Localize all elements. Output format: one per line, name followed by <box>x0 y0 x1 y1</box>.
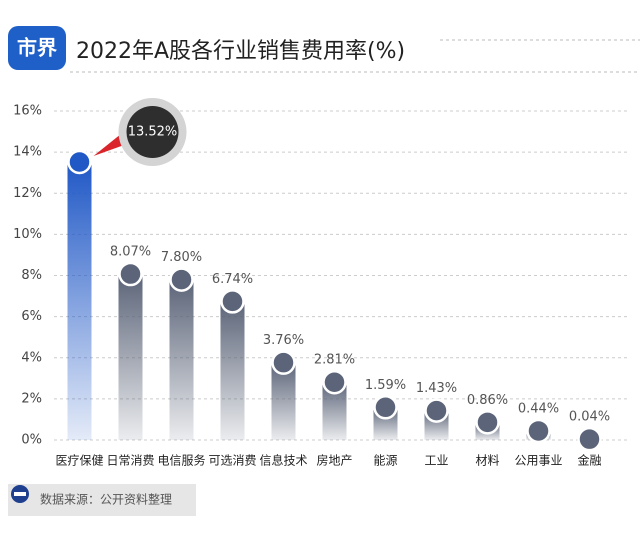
value-label: 0.44% <box>518 401 559 416</box>
y-tick-label: 4% <box>21 350 42 365</box>
callout-bubble <box>126 105 179 158</box>
value-label: 7.80% <box>161 250 202 265</box>
x-tick-label: 日常消费 <box>106 454 154 468</box>
x-tick-label: 公用事业 <box>514 454 562 468</box>
y-tick-label: 2% <box>21 391 42 406</box>
bar <box>118 274 143 440</box>
bar-cap <box>373 395 398 420</box>
value-label: 0.04% <box>569 410 610 425</box>
logo-box <box>8 26 66 70</box>
logo: 市界 <box>17 36 57 60</box>
x-tick-label: 房地产 <box>316 453 352 468</box>
value-label: 2.81% <box>314 353 355 368</box>
x-tick-label: 医疗保健 <box>55 454 103 468</box>
y-tick-label: 10% <box>13 227 42 242</box>
bar-cap <box>322 369 347 395</box>
y-tick-label: 6% <box>21 309 42 324</box>
bar-cap <box>169 267 194 292</box>
value-label: 13.52% <box>128 124 178 139</box>
bar-cap <box>118 261 143 287</box>
bar-cap <box>67 149 92 175</box>
y-tick-label: 16% <box>13 104 42 119</box>
y-tick-label: 8% <box>21 268 42 283</box>
value-label: 8.07% <box>110 245 151 260</box>
value-label: 1.43% <box>416 381 457 396</box>
x-tick-label: 电信服务 <box>157 453 205 468</box>
x-tick-label: 材料 <box>475 454 499 468</box>
bar-cap <box>475 410 500 435</box>
x-tick-label: 信息技术 <box>259 453 307 468</box>
bar-cap <box>424 398 449 423</box>
x-tick-label: 能源 <box>373 454 397 468</box>
bar <box>220 301 245 440</box>
bar-cap <box>526 418 551 444</box>
y-tick-label: 12% <box>13 186 42 201</box>
y-tick-label: 0% <box>21 433 42 448</box>
x-tick-label: 金融 <box>577 453 601 468</box>
bar <box>169 279 194 440</box>
y-tick-label: 14% <box>13 145 42 160</box>
chart-title: 2022年A股各行业销售费用率(%) <box>76 39 405 64</box>
value-label: 3.76% <box>263 333 304 348</box>
value-label: 6.74% <box>212 272 253 287</box>
value-label: 0.86% <box>467 393 508 408</box>
source-icon <box>14 492 26 496</box>
source-box <box>8 484 196 516</box>
value-label: 1.59% <box>365 378 406 393</box>
bar <box>67 161 92 440</box>
bar-cap <box>220 289 245 314</box>
source: 数据来源：公开资料整理 <box>40 492 172 507</box>
x-tick-label: 可选消费 <box>208 454 256 468</box>
bar-cap <box>577 426 602 452</box>
bar <box>271 362 296 440</box>
bar-cap <box>271 350 296 375</box>
x-tick-label: 工业 <box>424 454 448 468</box>
